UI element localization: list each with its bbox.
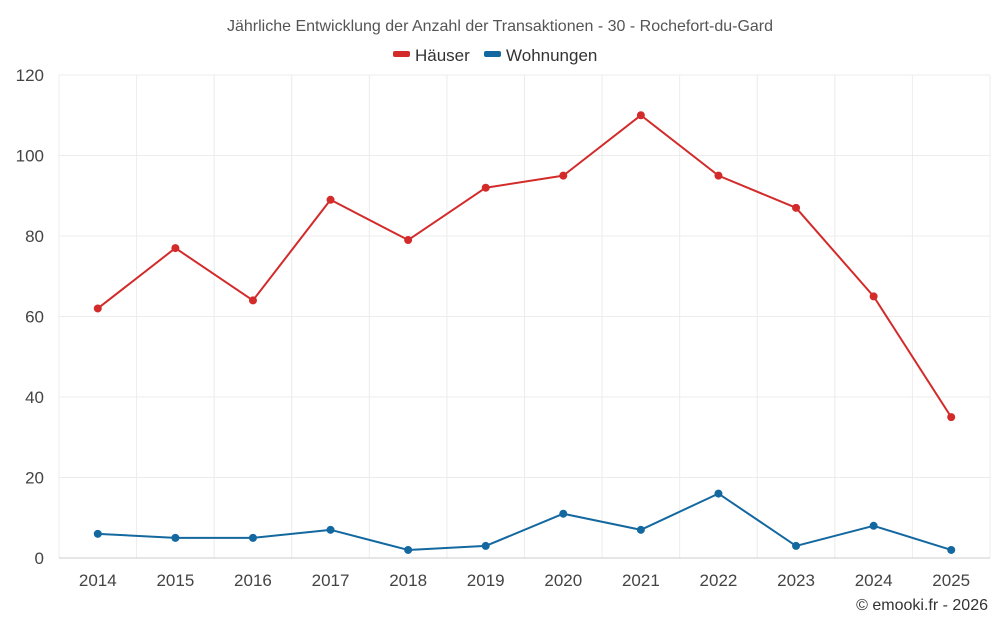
data-point-wohnungen[interactable]: Wohnungen 2020: 11 [559,509,568,518]
x-tick-label: 2018 [389,571,427,590]
data-point-haeuser[interactable]: Häuser 2014: 62 [93,304,102,313]
data-point-wohnungen[interactable]: Wohnungen 2024: 8 [869,521,878,530]
y-tick-label: 80 [25,227,44,246]
grid [58,74,991,558]
data-point-haeuser[interactable]: Häuser 2015: 77 [171,244,180,253]
x-tick-label: 2025 [932,571,970,590]
y-tick-label: 20 [25,469,44,488]
x-tick-label: 2015 [156,571,194,590]
data-point-haeuser[interactable]: Häuser 2018: 79 [404,236,413,245]
data-point-haeuser[interactable]: Häuser 2017: 89 [326,195,335,204]
legend-label-haeuser[interactable]: Häuser [415,46,470,65]
data-point-haeuser[interactable]: Häuser 2022: 95 [714,171,723,180]
data-point-haeuser[interactable]: Häuser 2020: 95 [559,171,568,180]
data-point-haeuser[interactable]: Häuser 2016: 64 [248,296,257,305]
x-tick-label: 2014 [79,571,117,590]
data-point-wohnungen[interactable]: Wohnungen 2021: 7 [636,525,645,534]
x-tick-label: 2021 [622,571,660,590]
data-point-haeuser[interactable]: Häuser 2019: 92 [481,183,490,192]
data-point-wohnungen[interactable]: Wohnungen 2022: 16 [714,489,723,498]
axes: 0 20 40 60 80 100 120 2014 2015 2016 2017 2018 2019 2… [16,66,990,590]
y-tick-label: 100 [16,147,44,166]
legend-swatch-wohnungen[interactable] [484,51,501,57]
x-tick-label: 2022 [700,571,738,590]
data-point-wohnungen[interactable]: Wohnungen 2025: 2 [947,545,956,554]
x-tick-label: 2023 [777,571,815,590]
data-point-wohnungen[interactable]: Wohnungen 2014: 6 [93,529,102,538]
data-point-wohnungen[interactable]: Wohnungen 2019: 3 [481,541,490,550]
legend[interactable]: Häuser Wohnungen [393,46,597,65]
data-point-wohnungen[interactable]: Wohnungen 2023: 3 [792,541,801,550]
legend-swatch-haeuser[interactable] [393,51,410,57]
data-point-haeuser[interactable]: Häuser 2025: 35 [947,413,956,422]
series-line-wohnungen[interactable] [97,492,952,551]
series-layer: Häuser 2014: 62 Häuser 2015: 77 Häuser 201… [93,111,956,554]
data-point-wohnungen[interactable]: Wohnungen 2015: 5 [171,533,180,542]
x-tick-label: 2020 [544,571,582,590]
y-tick-label: 60 [25,308,44,327]
data-point-wohnungen[interactable]: Wohnungen 2018: 2 [404,545,413,554]
data-point-wohnungen[interactable]: Wohnungen 2016: 5 [248,533,257,542]
y-tick-label: 0 [35,549,44,568]
y-tick-label: 40 [25,388,44,407]
data-point-haeuser[interactable]: Häuser 2024: 65 [869,292,878,301]
series-line-haeuser[interactable] [97,114,953,418]
x-tick-label: 2024 [855,571,893,590]
data-point-wohnungen[interactable]: Wohnungen 2017: 7 [326,525,335,534]
x-tick-label: 2017 [312,571,350,590]
credit-text: © emooki.fr - 2026 [856,597,988,614]
x-tick-label: 2019 [467,571,505,590]
legend-label-wohnungen[interactable]: Wohnungen [506,46,597,65]
chart-title: Jährliche Entwicklung der Anzahl der Tra… [227,18,773,35]
data-point-haeuser[interactable]: Häuser 2021: 110 [636,111,645,120]
data-point-haeuser[interactable]: Häuser 2023: 87 [792,203,801,212]
y-tick-label: 120 [16,66,44,85]
x-tick-label: 2016 [234,571,272,590]
